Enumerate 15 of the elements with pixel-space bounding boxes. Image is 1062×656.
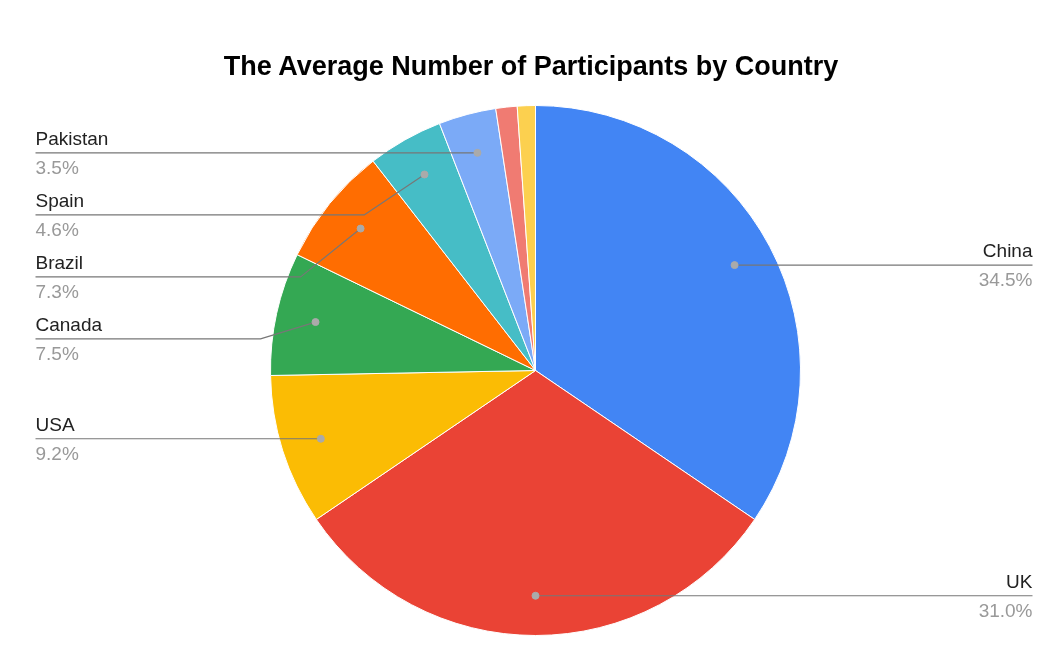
data-label: 4.6%	[35, 218, 79, 240]
slice-label: Brazil	[35, 251, 84, 273]
data-label: 3.5%	[35, 156, 79, 178]
data-label: 9.2%	[35, 442, 79, 464]
slice-label: Pakistan	[35, 127, 109, 149]
slice-label: USA	[35, 413, 75, 435]
data-label: 34.5%	[978, 269, 1033, 291]
data-label: 7.3%	[35, 280, 79, 302]
chart-title: The Average Number of Participants by Country	[223, 50, 839, 81]
slice-label: Canada	[35, 313, 103, 335]
slice-label: UK	[1006, 570, 1033, 592]
slice-label: China	[982, 240, 1033, 262]
data-label: 31.0%	[978, 599, 1033, 621]
data-label: 7.5%	[35, 342, 79, 364]
slice-label: Spain	[35, 189, 85, 211]
